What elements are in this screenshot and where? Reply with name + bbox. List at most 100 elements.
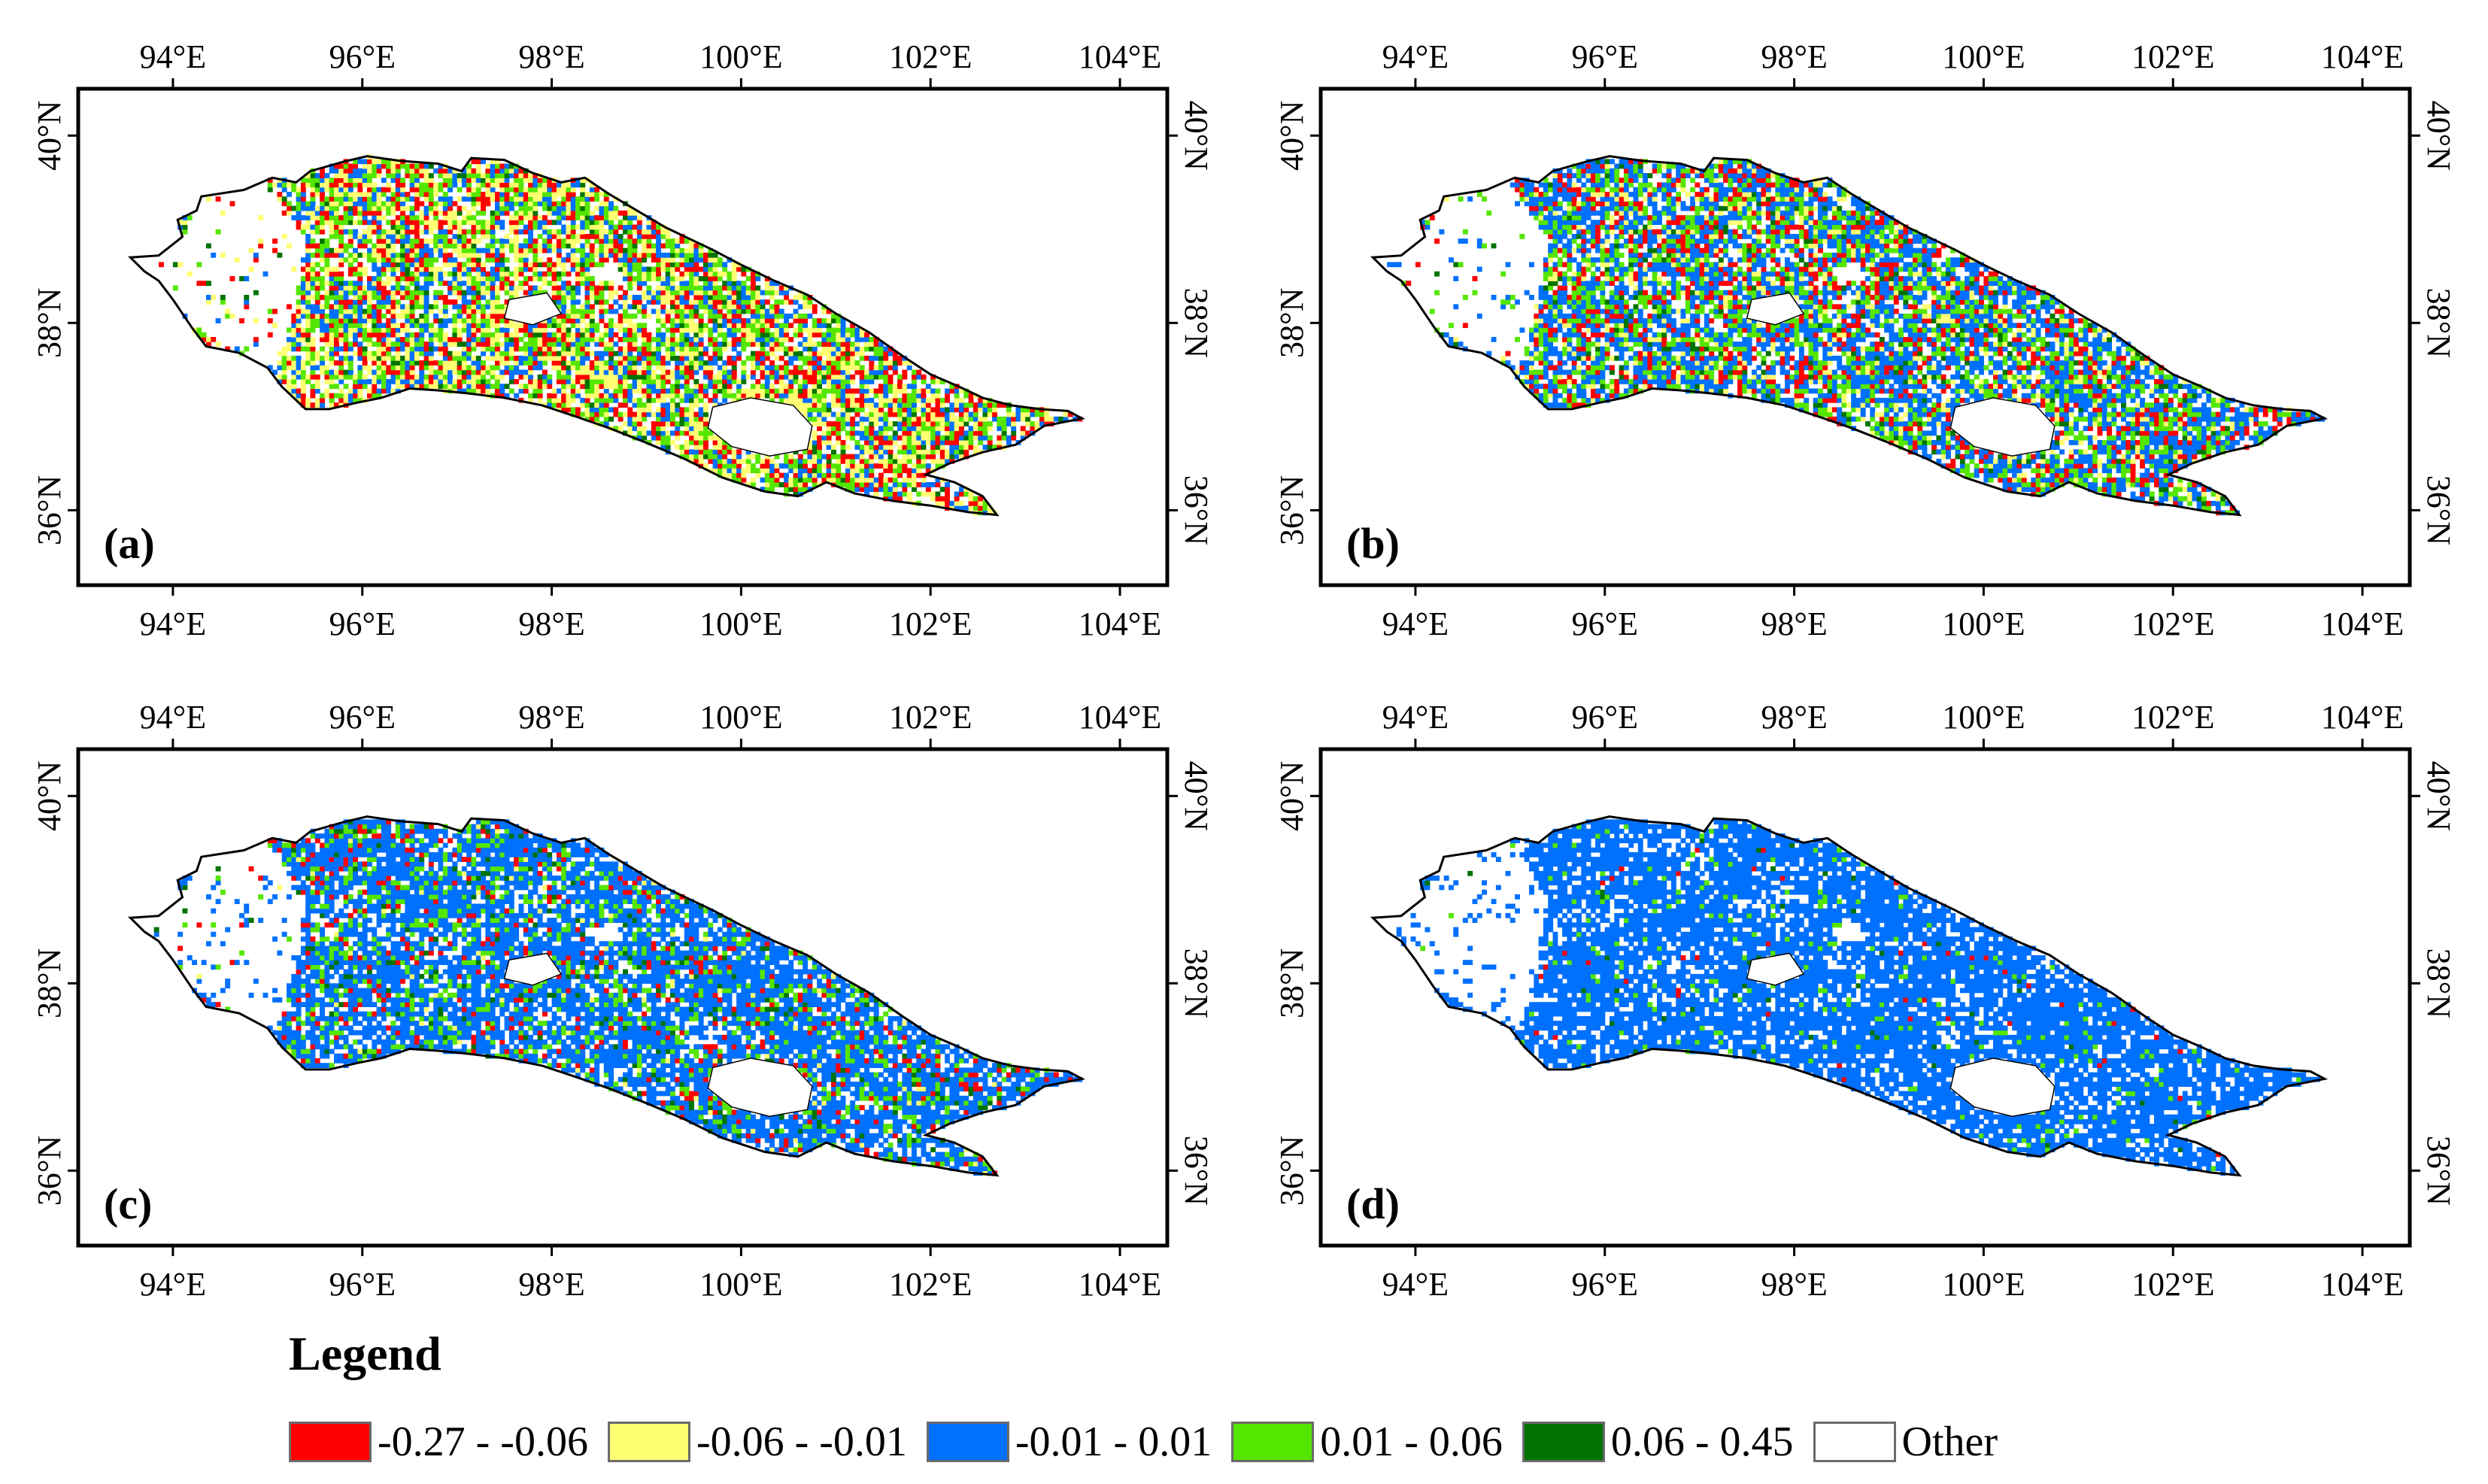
legend-label-yellow: -0.06 - -0.01 [696, 1421, 907, 1463]
legend-label-blue: -0.01 - 0.01 [1015, 1421, 1212, 1463]
panel-label: (d) [1346, 1179, 1400, 1228]
legend-label-dark-green: 0.06 - 0.45 [1611, 1421, 1794, 1463]
legend-label-light-green: 0.01 - 0.06 [1320, 1421, 1503, 1463]
legend-label-red: -0.27 - -0.06 [378, 1421, 588, 1463]
y-tick-label-left: 38°N [1273, 948, 1310, 1018]
legend-swatch-dark-green [1522, 1422, 1605, 1462]
x-tick-label-top: 100°E [1942, 38, 2025, 75]
legend-title: Legend [289, 1330, 441, 1378]
lake-outline [503, 292, 563, 326]
x-tick-label-bottom: 102°E [889, 605, 972, 642]
x-tick-label-bottom: 104°E [1079, 605, 1161, 642]
y-tick-label-right: 36°N [2420, 475, 2457, 545]
x-tick-label-top: 100°E [1942, 699, 2025, 736]
x-tick-label-bottom: 98°E [518, 1266, 584, 1303]
y-tick-label-left: 38°N [31, 288, 68, 358]
x-tick-label-bottom: 100°E [1942, 1266, 2025, 1303]
x-tick-label-top: 102°E [2131, 699, 2214, 736]
x-tick-label-top: 104°E [1079, 699, 1161, 736]
legend-item-light-green: 0.01 - 0.06 [1231, 1421, 1503, 1463]
x-tick-label-bottom: 102°E [2131, 1266, 2214, 1303]
x-tick-label-top: 102°E [2131, 38, 2214, 75]
y-tick-label-right: 36°N [1178, 1136, 1215, 1206]
x-tick-label-bottom: 98°E [518, 605, 584, 642]
lake-outline [707, 397, 813, 457]
x-tick-label-top: 102°E [889, 699, 972, 736]
legend-label-other: Other [1902, 1421, 1998, 1463]
legend-swatch-blue [926, 1422, 1009, 1462]
x-tick-label-bottom: 94°E [140, 1266, 206, 1303]
legend-swatch-other [1813, 1422, 1896, 1462]
region-outline [127, 155, 1086, 517]
x-tick-label-bottom: 98°E [1761, 605, 1827, 642]
legend-swatch-yellow [607, 1422, 690, 1462]
x-tick-label-top: 98°E [1761, 699, 1827, 736]
map-panel-b: 94°E 94°E 96°E 96°E 98°E 98°E 100°E 100°E 102°E 1… [1273, 38, 2457, 642]
lake-outline [707, 1058, 813, 1117]
x-tick-label-bottom: 102°E [889, 1266, 972, 1303]
legend-swatch-red [289, 1422, 372, 1462]
y-tick-label-right: 38°N [1178, 948, 1215, 1018]
region-outline [1370, 815, 2329, 1177]
x-tick-label-top: 96°E [1571, 699, 1637, 736]
panel-label: (b) [1346, 519, 1400, 568]
lake-outline [1949, 397, 2056, 457]
raster-cells [159, 154, 1083, 516]
x-tick-label-top: 104°E [1079, 38, 1161, 75]
x-tick-label-top: 94°E [1382, 699, 1449, 736]
lake-outline [1746, 952, 1805, 986]
lake-outline [503, 952, 563, 986]
panel-label: (a) [104, 519, 155, 568]
lake-outline [1949, 1058, 2056, 1117]
y-tick-label-right: 40°N [2420, 101, 2457, 171]
raster-cells [1396, 819, 2320, 1176]
map-panel-c: 94°E 94°E 96°E 96°E 98°E 98°E 100°E 100°E 102°E 1… [31, 699, 1215, 1303]
x-tick-label-bottom: 102°E [2131, 605, 2214, 642]
x-tick-label-bottom: 94°E [140, 605, 206, 642]
y-tick-label-left: 38°N [1273, 288, 1310, 358]
raster-cells [153, 819, 1083, 1176]
x-tick-label-bottom: 96°E [1571, 605, 1637, 642]
map-panels: 94°E 94°E 96°E 96°E 98°E 98°E 100°E 100°E 102°E 1… [31, 38, 2457, 1303]
x-tick-label-bottom: 104°E [2321, 605, 2404, 642]
x-tick-label-top: 98°E [1761, 38, 1827, 75]
legend: -0.27 - -0.06 -0.06 - -0.01 -0.01 - 0.01… [289, 1417, 2017, 1467]
x-tick-label-top: 94°E [1382, 38, 1449, 75]
x-tick-label-bottom: 96°E [329, 605, 395, 642]
x-tick-label-top: 98°E [518, 699, 584, 736]
x-tick-label-top: 96°E [329, 699, 395, 736]
x-tick-label-bottom: 94°E [1382, 605, 1449, 642]
region-outline [127, 815, 1086, 1177]
x-tick-label-top: 100°E [699, 38, 782, 75]
legend-item-red: -0.27 - -0.06 [289, 1421, 588, 1463]
x-tick-label-top: 94°E [140, 699, 206, 736]
lake-outline [1746, 292, 1805, 326]
x-tick-label-bottom: 100°E [699, 1266, 782, 1303]
x-tick-label-top: 96°E [329, 38, 395, 75]
y-tick-label-left: 36°N [31, 475, 68, 545]
y-tick-label-right: 40°N [1178, 761, 1215, 831]
x-tick-label-bottom: 96°E [1571, 1266, 1637, 1303]
y-tick-label-right: 38°N [2420, 288, 2457, 358]
legend-item-blue: -0.01 - 0.01 [926, 1421, 1212, 1463]
y-tick-label-left: 38°N [31, 948, 68, 1018]
region-outline [1370, 155, 2329, 517]
x-tick-label-bottom: 94°E [1382, 1266, 1449, 1303]
legend-item-other: Other [1813, 1421, 1998, 1463]
y-tick-label-right: 40°N [1178, 101, 1215, 171]
x-tick-label-bottom: 96°E [329, 1266, 395, 1303]
x-tick-label-bottom: 100°E [1942, 605, 2025, 642]
y-tick-label-left: 36°N [31, 1136, 68, 1206]
y-tick-label-left: 36°N [1273, 1136, 1310, 1206]
legend-item-yellow: -0.06 - -0.01 [607, 1421, 907, 1463]
x-tick-label-bottom: 104°E [1079, 1266, 1161, 1303]
legend-swatch-light-green [1231, 1422, 1315, 1462]
map-panel-d: 94°E 94°E 96°E 96°E 98°E 98°E 100°E 100°E 102°E 1… [1273, 699, 2457, 1303]
y-tick-label-right: 36°N [1178, 475, 1215, 545]
map-panel-a: 94°E 94°E 96°E 96°E 98°E 98°E 100°E 100°E 102°E 1… [31, 38, 1215, 642]
y-tick-label-right: 40°N [2420, 761, 2457, 831]
raster-cells [1387, 159, 2326, 516]
x-tick-label-top: 102°E [889, 38, 972, 75]
panel-label: (c) [104, 1179, 152, 1228]
